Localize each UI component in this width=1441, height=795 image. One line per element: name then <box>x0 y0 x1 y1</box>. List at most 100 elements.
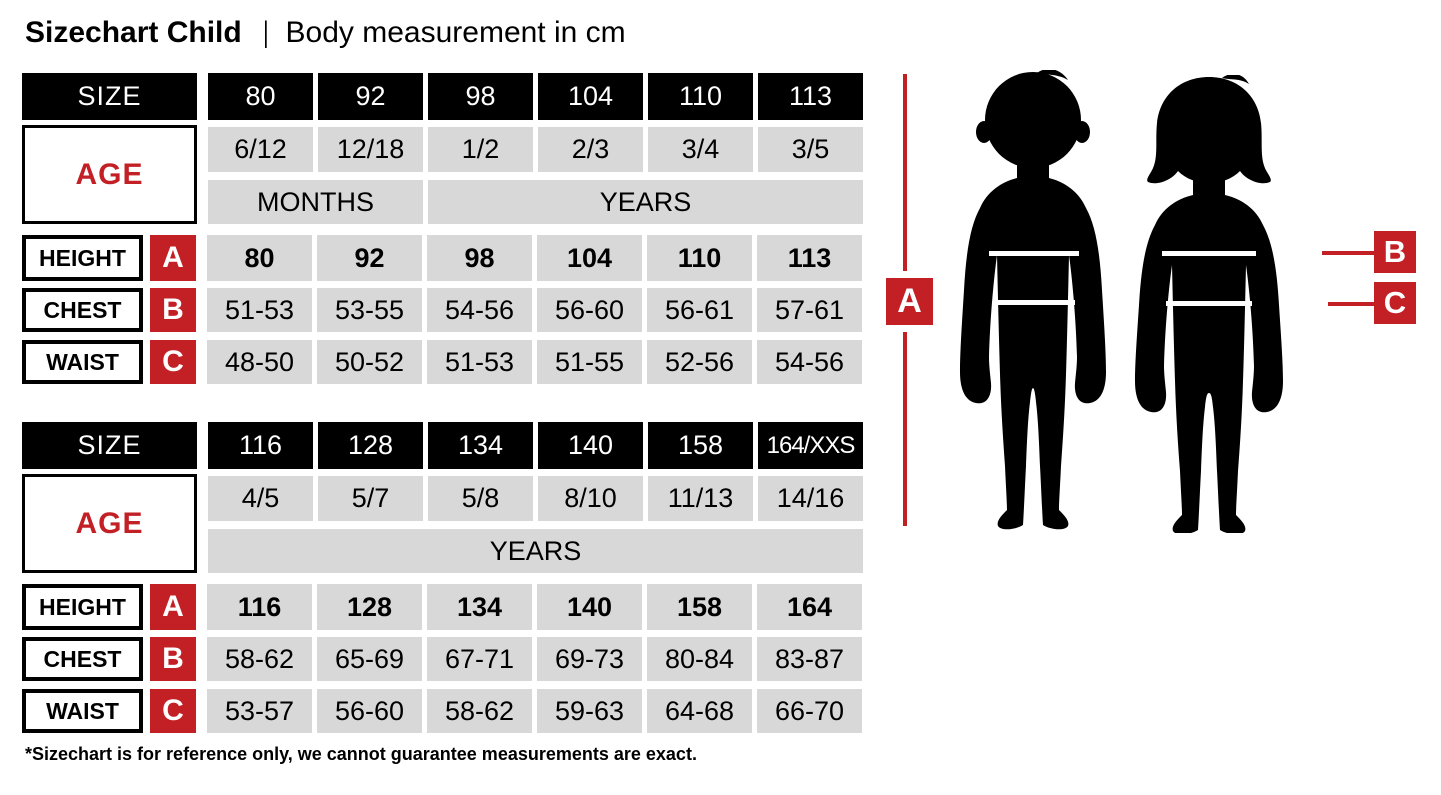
age-value-cell: 5/8 <box>428 476 533 521</box>
waist-row: WAIST C 48-50 50-52 51-53 51-55 52-56 54… <box>22 340 863 384</box>
chest-value-cell: 58-62 <box>207 637 312 681</box>
period-years-cell: YEARS <box>428 180 863 224</box>
girl-waist-line <box>1166 301 1252 306</box>
waist-indicator-line <box>1328 302 1374 306</box>
age-value-cell: 5/7 <box>318 476 423 521</box>
age-row: 6/12 12/18 1/2 2/3 3/4 3/5 <box>22 127 863 172</box>
waist-label-box: WAIST <box>22 340 143 384</box>
waist-value-cell: 58-62 <box>427 689 532 733</box>
chest-indicator-line <box>1322 251 1374 255</box>
age-value-cell: 8/10 <box>538 476 643 521</box>
age-value-cell: 4/5 <box>208 476 313 521</box>
height-row: HEIGHT A 80 92 98 104 110 113 <box>22 235 863 281</box>
height-value-cell: 92 <box>317 235 422 281</box>
age-value-cell: 14/16 <box>758 476 863 521</box>
size-value-cell: 104 <box>538 73 643 120</box>
waist-value-cell: 52-56 <box>647 340 752 384</box>
age-value-cell: 3/4 <box>648 127 753 172</box>
chest-value-cell: 65-69 <box>317 637 422 681</box>
age-value-cell: 3/5 <box>758 127 863 172</box>
height-value-cell: 164 <box>757 584 862 630</box>
marker-b-square: B <box>150 288 196 332</box>
chest-label-box: CHEST <box>22 288 143 332</box>
age-period-row: YEARS <box>22 529 863 573</box>
age-value-cell: 6/12 <box>208 127 313 172</box>
height-value-cell: 128 <box>317 584 422 630</box>
age-label: AGE <box>75 157 144 191</box>
size-value-cell: 80 <box>208 73 313 120</box>
chest-value-cell: 53-55 <box>317 288 422 332</box>
size-value-cell: 98 <box>428 73 533 120</box>
size-value-cell: 140 <box>538 422 643 469</box>
height-label-box: HEIGHT <box>22 584 143 630</box>
waist-value-cell: 66-70 <box>757 689 862 733</box>
size-header-label: SIZE <box>22 422 197 469</box>
size-value-cell: 116 <box>208 422 313 469</box>
boy-chest-line <box>989 251 1079 256</box>
age-label-box: AGE <box>22 125 197 224</box>
size-value-cell: 158 <box>648 422 753 469</box>
sizechart-table-small: SIZE 80 92 98 104 110 113 AGE 6/12 12/18… <box>22 73 863 385</box>
size-header-label: SIZE <box>22 73 197 120</box>
marker-c-square: C <box>150 689 196 733</box>
title-separator: | <box>262 16 269 49</box>
size-value-cell: 134 <box>428 422 533 469</box>
waist-value-cell: 53-57 <box>207 689 312 733</box>
marker-a-badge: A <box>886 278 933 325</box>
boy-child-silhouette-icon <box>960 70 1106 530</box>
height-indicator-line-top <box>903 74 907 271</box>
waist-value-cell: 48-50 <box>207 340 312 384</box>
marker-b-badge: B <box>1374 231 1416 273</box>
waist-value-cell: 64-68 <box>647 689 752 733</box>
height-label-box: HEIGHT <box>22 235 143 281</box>
height-value-cell: 113 <box>757 235 862 281</box>
size-value-cell: 110 <box>648 73 753 120</box>
title-main: Sizechart Child <box>25 16 242 49</box>
age-label: AGE <box>75 506 144 540</box>
waist-value-cell: 51-53 <box>427 340 532 384</box>
chest-row: CHEST B 51-53 53-55 54-56 56-60 56-61 57… <box>22 288 863 332</box>
height-value-cell: 80 <box>207 235 312 281</box>
chest-value-cell: 54-56 <box>427 288 532 332</box>
chest-row: CHEST B 58-62 65-69 67-71 69-73 80-84 83… <box>22 637 863 681</box>
age-value-cell: 12/18 <box>318 127 423 172</box>
marker-a-square: A <box>150 235 196 281</box>
waist-label-box: WAIST <box>22 689 143 733</box>
age-value-cell: 1/2 <box>428 127 533 172</box>
boy-waist-line <box>993 300 1075 305</box>
girl-child-silhouette-icon <box>1135 75 1283 533</box>
chest-value-cell: 69-73 <box>537 637 642 681</box>
waist-value-cell: 59-63 <box>537 689 642 733</box>
size-value-cell: 113 <box>758 73 863 120</box>
age-value-cell: 2/3 <box>538 127 643 172</box>
age-row: 4/5 5/7 5/8 8/10 11/13 14/16 <box>22 476 863 521</box>
size-row: SIZE 116 128 134 140 158 164/XXS <box>22 422 863 469</box>
chest-value-cell: 80-84 <box>647 637 752 681</box>
height-value-cell: 104 <box>537 235 642 281</box>
chest-value-cell: 67-71 <box>427 637 532 681</box>
age-value-cell: 11/13 <box>648 476 753 521</box>
height-value-cell: 98 <box>427 235 532 281</box>
waist-value-cell: 54-56 <box>757 340 862 384</box>
age-period-row: MONTHS YEARS <box>22 180 863 224</box>
disclaimer-footnote: *Sizechart is for reference only, we can… <box>25 744 697 764</box>
page-title: Sizechart Child | Body measurement in cm <box>25 16 626 50</box>
size-value-cell: 128 <box>318 422 423 469</box>
chest-value-cell: 57-61 <box>757 288 862 332</box>
waist-row: WAIST C 53-57 56-60 58-62 59-63 64-68 66… <box>22 689 863 733</box>
height-indicator-line-bottom <box>903 332 907 526</box>
title-subtitle: Body measurement in cm <box>285 16 626 49</box>
marker-a-square: A <box>150 584 196 630</box>
chest-value-cell: 83-87 <box>757 637 862 681</box>
sizechart-table-large: SIZE 116 128 134 140 158 164/XXS AGE 4/5… <box>22 422 863 734</box>
age-label-box: AGE <box>22 474 197 573</box>
size-row: SIZE 80 92 98 104 110 113 <box>22 73 863 120</box>
marker-c-badge: C <box>1374 282 1416 324</box>
chest-value-cell: 56-61 <box>647 288 752 332</box>
height-value-cell: 134 <box>427 584 532 630</box>
chest-value-cell: 56-60 <box>537 288 642 332</box>
marker-b-square: B <box>150 637 196 681</box>
size-value-cell: 92 <box>318 73 423 120</box>
height-value-cell: 110 <box>647 235 752 281</box>
